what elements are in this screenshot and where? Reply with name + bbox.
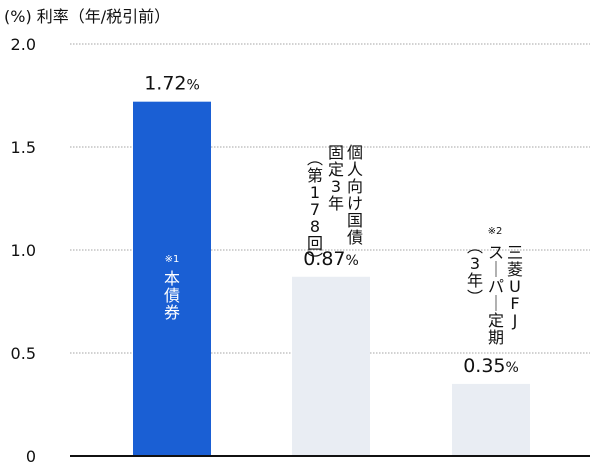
y-axis-ticks: 2.0 1.5 1.0 0.5 0 <box>11 35 36 466</box>
y-tick-label: 1.5 <box>11 138 36 157</box>
y-tick-label: 2.0 <box>11 35 36 54</box>
bar-value-unit: % <box>346 253 359 269</box>
bar <box>133 101 211 457</box>
y-axis-unit-label: (%) 利率（年/税引前） <box>4 7 170 26</box>
footnote-mark: ※2 <box>488 226 503 237</box>
bar-value-number: 0.87 <box>303 248 345 270</box>
category-label-column: ス｜パ｜定期 <box>488 243 504 347</box>
bar-value-number: 1.72 <box>144 73 186 95</box>
category-label-column: 本債券 <box>164 269 180 322</box>
bar-value-label: 0.35% <box>463 355 519 377</box>
bar <box>452 383 530 456</box>
y-tick-label: 0.5 <box>11 344 36 363</box>
bar-value-label: 1.72% <box>144 73 200 95</box>
y-tick-label: 1.0 <box>11 241 36 260</box>
footnote-mark: ※1 <box>165 254 180 265</box>
bar <box>292 276 370 456</box>
bar-value-label: 0.87% <box>303 248 359 270</box>
category-label-column: 固定 3 年 <box>328 143 344 213</box>
category-label-column: ︵ 3 年︶ <box>467 237 483 307</box>
bars <box>133 101 530 457</box>
category-label-column: ︵第 1 7 8 回︶ <box>307 149 323 270</box>
gridlines <box>70 43 590 354</box>
category-label-column: 三菱 U F J <box>507 243 523 330</box>
y-tick-label: 0 <box>26 447 36 466</box>
category-label-column: 個人向け国債 <box>347 143 363 247</box>
bar-value-number: 0.35 <box>463 355 505 377</box>
bar-value-unit: % <box>506 360 519 376</box>
bar-value-unit: % <box>187 78 200 94</box>
